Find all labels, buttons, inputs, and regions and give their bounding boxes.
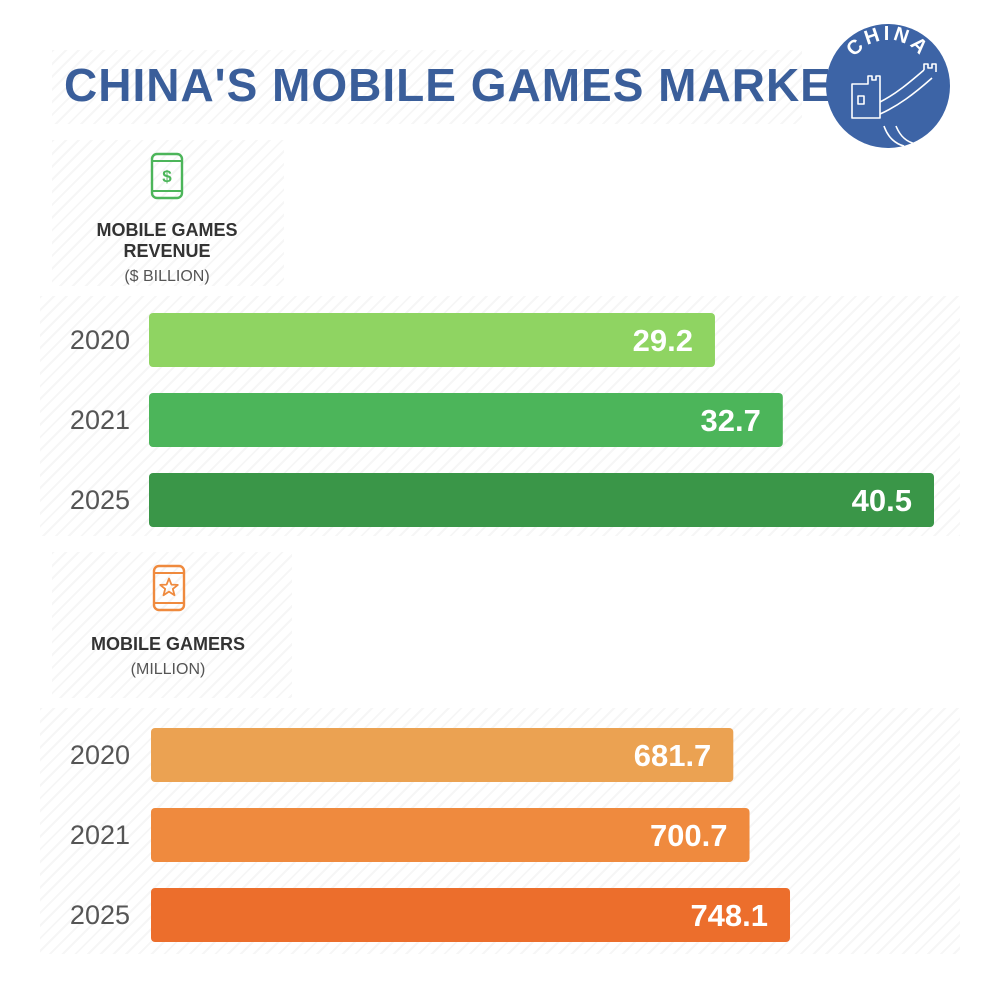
svg-text:$: $ — [162, 167, 172, 186]
gamers-year-label: 2025 — [70, 900, 130, 930]
badge-circle — [826, 24, 950, 148]
revenue-value-label: 32.7 — [700, 403, 760, 438]
revenue-year-label: 2020 — [70, 325, 130, 355]
gamers-value-label: 700.7 — [650, 818, 728, 853]
gamers-bar — [151, 888, 791, 942]
gamers-unit: (MILLION) — [130, 661, 206, 678]
gamers-year-label: 2020 — [70, 740, 130, 770]
page-title: CHINA'S MOBILE GAMES MARKET — [64, 59, 861, 111]
revenue-unit: ($ BILLION) — [124, 268, 210, 285]
revenue-bar — [149, 473, 934, 527]
gamers-value-label: 748.1 — [690, 898, 768, 933]
phone-star-icon — [152, 564, 186, 617]
gamers-bar — [151, 728, 734, 782]
revenue-year-label: 2025 — [70, 485, 130, 515]
revenue-bar — [149, 313, 715, 367]
gamers-title: MOBILE GAMERS — [90, 634, 245, 654]
revenue-year-label: 2021 — [70, 405, 130, 435]
revenue-title: MOBILE GAMES REVENUE — [96, 220, 238, 261]
gamers-label: MOBILE GAMERS (MILLION) — [52, 634, 284, 679]
revenue-value-label: 29.2 — [633, 323, 693, 358]
china-badge: CHINA — [824, 22, 952, 155]
gamers-value-label: 681.7 — [634, 738, 712, 773]
great-wall-icon — [851, 63, 937, 147]
revenue-value-label: 40.5 — [852, 483, 912, 518]
revenue-bar — [149, 393, 783, 447]
phone-dollar-icon: $ — [150, 152, 184, 205]
gamers-bar — [151, 808, 750, 862]
revenue-label: MOBILE GAMES REVENUE ($ BILLION) — [52, 220, 282, 286]
gamers-year-label: 2021 — [70, 820, 130, 850]
